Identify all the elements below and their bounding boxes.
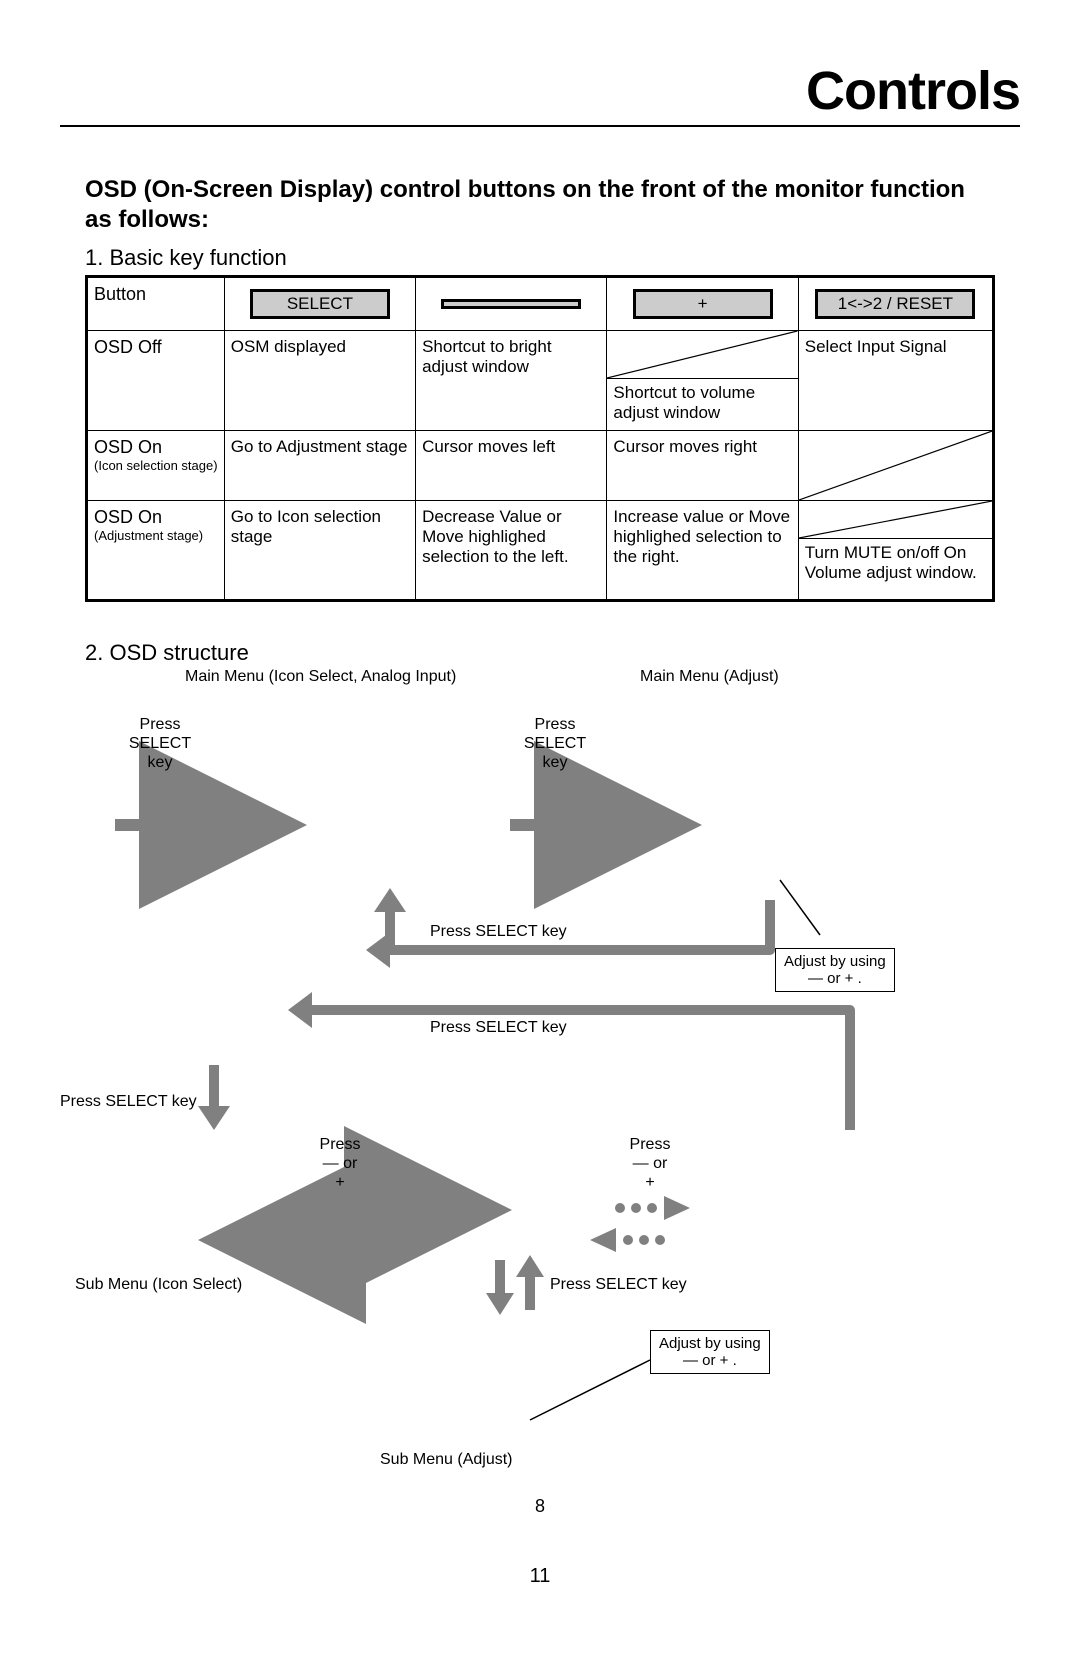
- th-select: SELECT: [224, 277, 415, 331]
- r2c4-bot: Turn MUTE on/off On Volume adjust window…: [799, 539, 992, 587]
- press-select-label-1: Press SELECT key: [115, 715, 205, 773]
- main-menu-right-caption: Main Menu (Adjust): [640, 668, 779, 686]
- title-rule: [60, 125, 1020, 127]
- adjust-box-2: Adjust by using — or + .: [650, 1330, 770, 1374]
- press-pm-2: Press — or +: [615, 1135, 685, 1193]
- r0c3-diag: [607, 331, 797, 379]
- section-1-title: 1. Basic key function: [85, 245, 287, 271]
- r2c2: Decrease Value or Move highlighed select…: [416, 501, 607, 601]
- adjust-box-1: Adjust by using — or + .: [775, 948, 895, 992]
- r1c0-label: OSD On: [94, 437, 162, 457]
- r0c3-bot: Shortcut to volume adjust window: [607, 379, 797, 427]
- press-select-inline-4: Press SELECT key: [550, 1275, 687, 1294]
- r0c4: Select Input Signal: [798, 331, 993, 431]
- plus-button-header: +: [633, 289, 773, 319]
- sub-menu-left-caption: Sub Menu (Icon Select): [75, 1275, 242, 1294]
- sub-menu-right-caption: Sub Menu (Adjust): [380, 1450, 513, 1469]
- r2c0-sub: (Adjustment stage): [94, 528, 218, 543]
- r0c3: Shortcut to volume adjust window: [607, 331, 798, 431]
- press-select-inline-2: Press SELECT key: [430, 1018, 567, 1037]
- r0c2: Shortcut to bright adjust window: [416, 331, 607, 431]
- r1c3: Cursor moves right: [607, 431, 798, 501]
- r1c0-sub: (Icon selection stage): [94, 458, 218, 473]
- press-select-inline-1: Press SELECT key: [430, 922, 567, 941]
- section-2-title: 2. OSD structure: [85, 640, 249, 666]
- r2c4: Turn MUTE on/off On Volume adjust window…: [798, 501, 993, 601]
- main-menu-left-caption: Main Menu (Icon Select, Analog Input): [185, 668, 456, 686]
- page-title: Controls: [806, 60, 1020, 122]
- inner-page-number: 8: [0, 1496, 1080, 1517]
- reset-button-header: 1<->2 / RESET: [815, 289, 975, 319]
- select-button-header: SELECT: [250, 289, 390, 319]
- r1c0: OSD On(Icon selection stage): [87, 431, 225, 501]
- diagram-svg: [60, 700, 1020, 1500]
- th-reset: 1<->2 / RESET: [798, 277, 993, 331]
- press-select-inline-3: Press SELECT key: [60, 1092, 197, 1111]
- r2c4-diag: [799, 501, 992, 539]
- r0c0: OSD Off: [87, 331, 225, 431]
- r0c0-label: OSD Off: [94, 337, 162, 357]
- r2c3: Increase value or Move highlighed select…: [607, 501, 798, 601]
- r2c0: OSD On(Adjustment stage): [87, 501, 225, 601]
- press-select-label-2: Press SELECT key: [510, 715, 600, 773]
- section-heading: OSD (On-Screen Display) control buttons …: [85, 175, 980, 235]
- th-plus: +: [607, 277, 798, 331]
- th-minus: [416, 277, 607, 331]
- r0c1: OSM displayed: [224, 331, 415, 431]
- r1c2: Cursor moves left: [416, 431, 607, 501]
- osd-structure-diagram: Press SELECT key Press SELECT key Press …: [60, 700, 1020, 1500]
- key-function-table: Button SELECT + 1<->2 / RESET OSD Off OS…: [85, 275, 995, 602]
- r1c4-diag: [798, 431, 993, 501]
- th-button: Button: [87, 277, 225, 331]
- th-button-label: Button: [94, 284, 146, 304]
- press-pm-1: Press — or +: [305, 1135, 375, 1193]
- outer-page-number: 11: [0, 1565, 1080, 1588]
- r2c1: Go to Icon selection stage: [224, 501, 415, 601]
- r1c1: Go to Adjustment stage: [224, 431, 415, 501]
- r2c0-label: OSD On: [94, 507, 162, 527]
- minus-button-header: [441, 299, 581, 309]
